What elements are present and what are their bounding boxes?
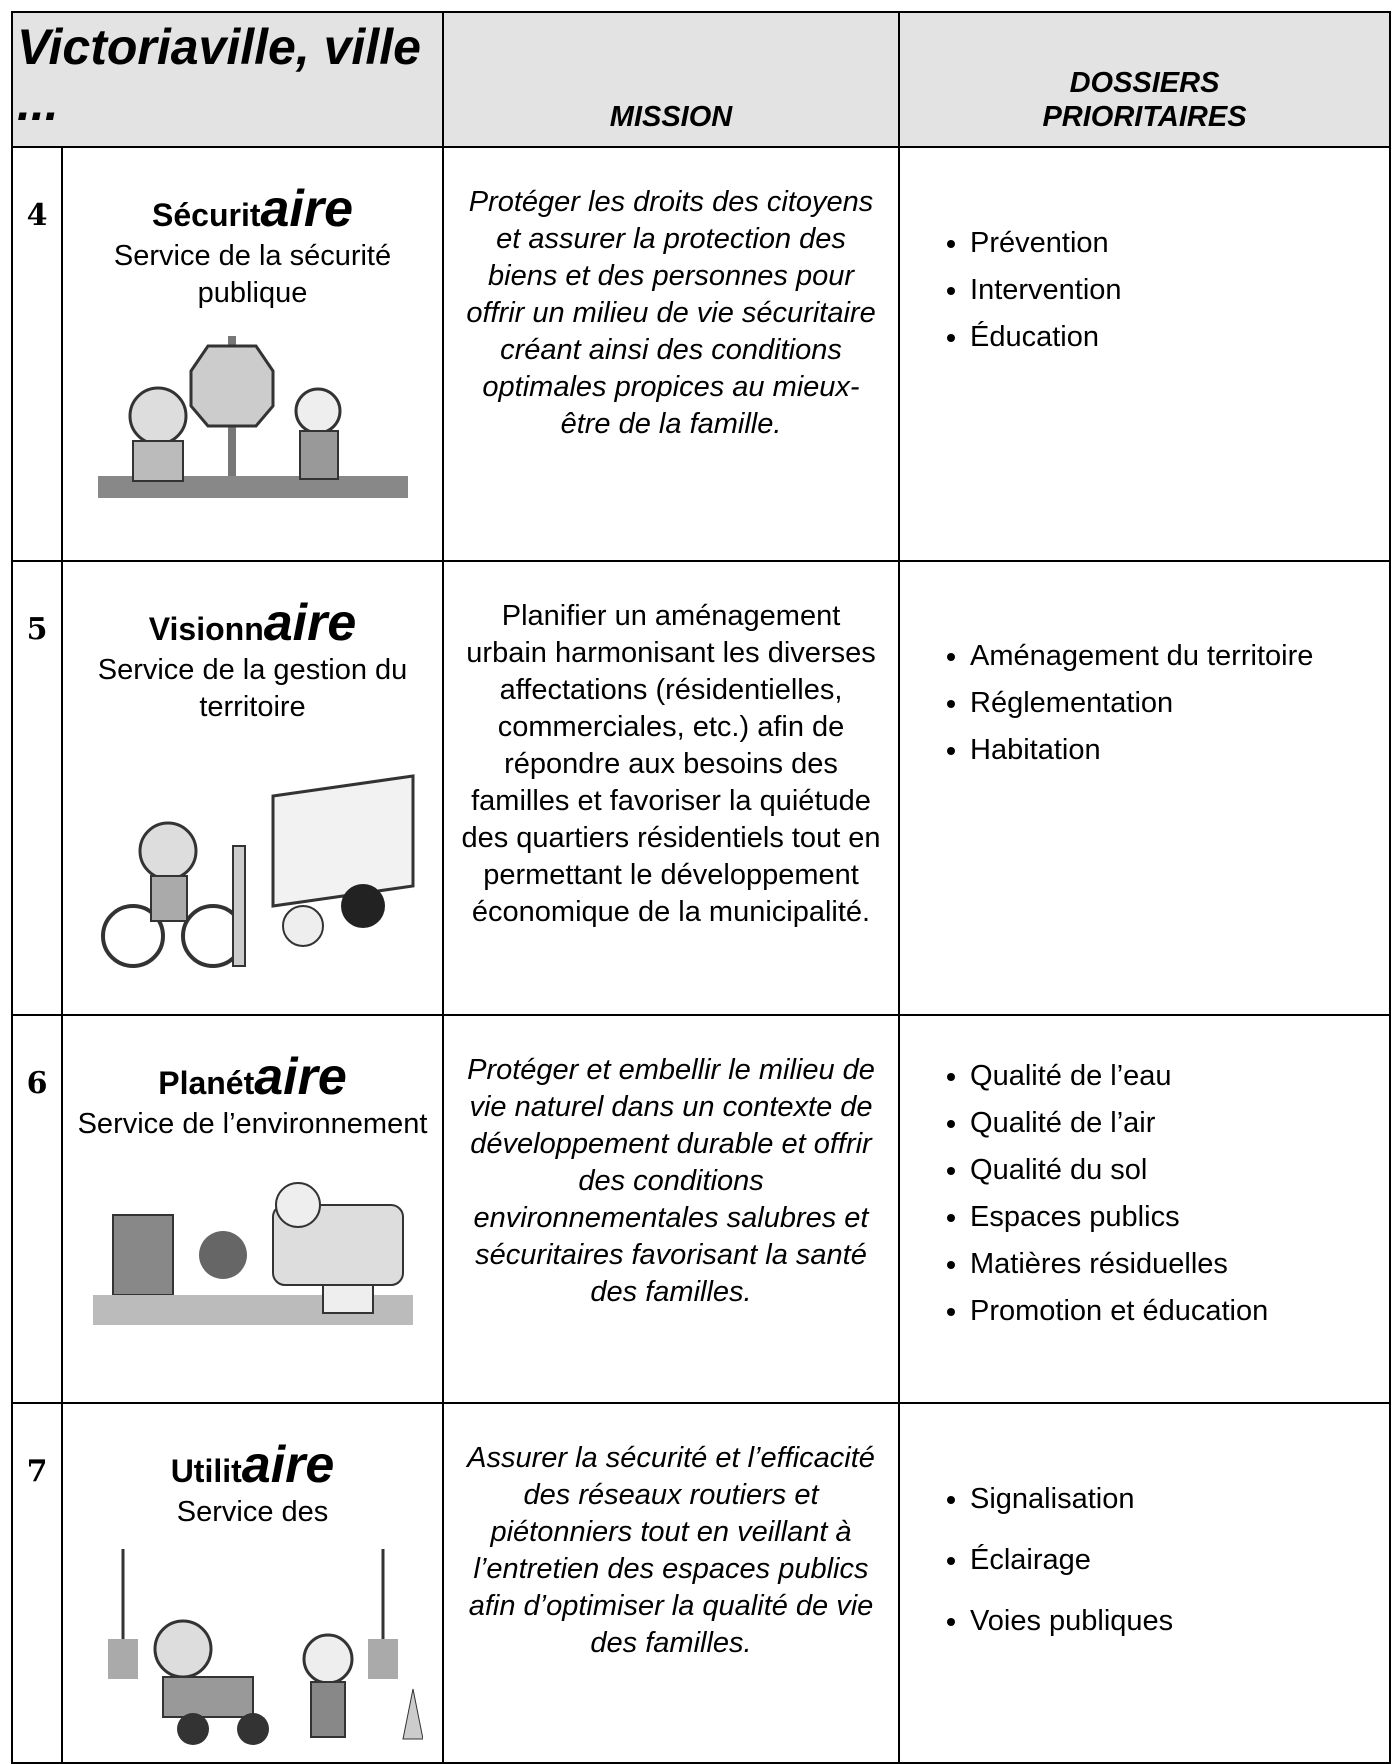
- dossiers-cell: Qualité de l’eau Qualité de l’air Qualit…: [898, 1014, 1391, 1404]
- dossiers-list: Prévention Intervention Éducation: [900, 220, 1389, 361]
- dossiers-cell: Aménagement du territoire Réglementation…: [898, 560, 1391, 1016]
- name-start: Utilit: [170, 1453, 242, 1489]
- dossier: Habitation: [970, 727, 1389, 774]
- service-cell: Planétaire Service de l’environnement: [60, 1014, 445, 1404]
- dossier: Qualité de l’air: [970, 1100, 1389, 1147]
- name-start: Sécurit: [152, 197, 261, 233]
- dossier: Qualité de l’eau: [970, 1053, 1389, 1100]
- service-name: Utilitaire: [63, 1439, 442, 1494]
- row-number: 5: [11, 560, 63, 1016]
- service-name: Planétaire: [63, 1051, 442, 1106]
- name-start: Planét: [158, 1065, 255, 1101]
- row: 7 Utilitaire Service des Assurer la sécu…: [11, 1402, 1391, 1764]
- header-dossiers: DOSSIERS PRIORITAIRES: [898, 11, 1391, 148]
- dossier: Signalisation: [970, 1469, 1389, 1530]
- row: 5 Visionnaire Service de la gestion du t…: [11, 560, 1391, 1016]
- dossiers-list: Qualité de l’eau Qualité de l’air Qualit…: [900, 1053, 1389, 1335]
- name-end: aire: [254, 1048, 347, 1106]
- dossier: Voies publiques: [970, 1591, 1389, 1652]
- name-end: aire: [241, 1436, 335, 1494]
- service-name: Visionnaire: [63, 597, 442, 652]
- mission: Protéger et embellir le milieu de vie na…: [442, 1014, 901, 1404]
- row-number: 6: [11, 1014, 63, 1404]
- row: 4 Sécuritaire Service de la sécurité pub…: [11, 146, 1391, 562]
- dossier: Espaces publics: [970, 1194, 1389, 1241]
- dossier: Éducation: [970, 314, 1389, 361]
- dossier: Éclairage: [970, 1530, 1389, 1591]
- service-label: Service de la sécurité publique: [113, 240, 392, 309]
- dossier: Qualité du sol: [970, 1147, 1389, 1194]
- dossier: Aménagement du territoire: [970, 633, 1389, 680]
- header-dossiers-text: DOSSIERS PRIORITAIRES: [1042, 67, 1247, 133]
- dossiers-list: Aménagement du territoire Réglementation…: [900, 633, 1389, 774]
- row-number: 7: [11, 1402, 63, 1764]
- header-row: Victoriaville, ville ... MISSION DOSSIER…: [10, 11, 1391, 148]
- illustration: [92, 1182, 413, 1325]
- dossiers-cell: Signalisation Éclairage Voies publiques: [898, 1402, 1391, 1764]
- service-cell: Visionnaire Service de la gestion du ter…: [60, 560, 445, 1016]
- mission: Planifier un aménagement urbain harmonis…: [442, 560, 901, 1016]
- service-label: Service de l’environnement: [77, 1108, 428, 1140]
- services-table: Victoriaville, ville ... MISSION DOSSIER…: [10, 11, 1391, 1764]
- service-cell: Sécuritaire Service de la sécurité publi…: [60, 146, 445, 562]
- service-label: Service de la gestion du territoire: [97, 654, 408, 723]
- mission: Assurer la sécurité et l’efficacité des …: [442, 1402, 901, 1764]
- dossiers-list: Signalisation Éclairage Voies publiques: [900, 1469, 1389, 1652]
- dossier: Intervention: [970, 267, 1389, 314]
- service-name: Sécuritaire: [63, 183, 442, 238]
- mission: Protéger les droits des citoyens et assu…: [442, 146, 901, 562]
- row-number: 4: [11, 146, 63, 562]
- dossiers-cell: Prévention Intervention Éducation: [898, 146, 1391, 562]
- dossier: Matières résiduelles: [970, 1241, 1389, 1288]
- dossier: Réglementation: [970, 680, 1389, 727]
- header-title: Victoriaville, ville ...: [10, 11, 445, 148]
- illustration: [107, 1549, 423, 1745]
- illustration: [100, 774, 414, 968]
- row: 6 Planétaire Service de l’environnement …: [11, 1014, 1391, 1404]
- dossier: Promotion et éducation: [970, 1288, 1389, 1335]
- illustration: [97, 336, 408, 498]
- header-mission: MISSION: [442, 11, 901, 148]
- service-cell: Utilitaire Service des: [60, 1402, 445, 1764]
- service-label: Service des: [176, 1496, 329, 1528]
- dossier: Prévention: [970, 220, 1389, 267]
- name-end: aire: [263, 594, 357, 652]
- name-end: aire: [260, 180, 354, 238]
- name-start: Visionn: [148, 611, 264, 647]
